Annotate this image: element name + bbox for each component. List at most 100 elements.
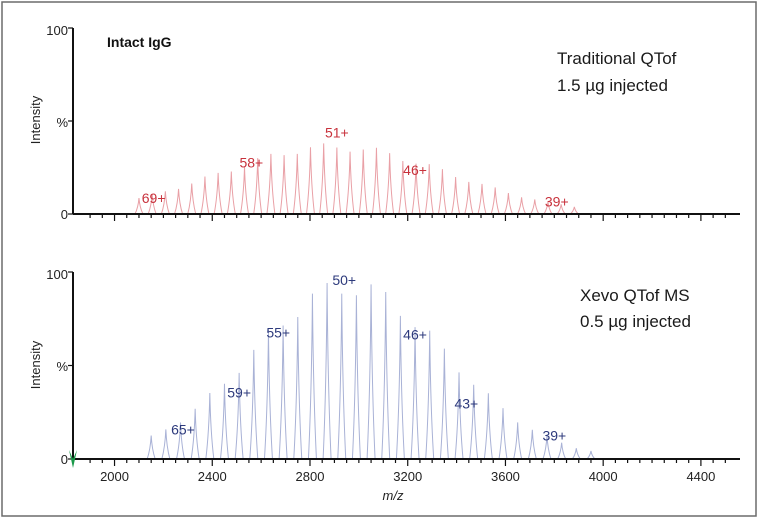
spectrum-peak — [571, 448, 581, 460]
top-ytick-percent: % — [56, 115, 68, 130]
spectrum-peak — [351, 295, 361, 460]
bottom-x-tick-labels: 2000 2400 2800 3200 3600 4000 4400 — [100, 469, 715, 484]
spectrum-peak — [483, 393, 493, 460]
spectrum-peak — [424, 164, 434, 215]
origin-marker — [69, 450, 77, 468]
spectrum-peak — [249, 349, 259, 460]
spectrum-peak — [385, 153, 395, 215]
spectrum-peak — [586, 450, 596, 460]
top-x-ticks — [68, 27, 726, 221]
spectrum-peak — [477, 183, 487, 215]
spectrum-peak — [292, 153, 302, 215]
spectrum-peak — [176, 422, 185, 460]
spectrum-peak — [200, 176, 210, 215]
spectrum-peak — [358, 149, 368, 215]
spectrum-peak — [410, 327, 420, 460]
spectrum-peak — [337, 293, 347, 460]
spectrum-peak — [498, 408, 508, 460]
spectrum-peak — [503, 193, 513, 215]
spectrum-peak — [174, 188, 184, 215]
x-tick-label: 4000 — [589, 469, 618, 484]
spectrum-peak — [451, 177, 461, 215]
spectrum-peak — [557, 442, 567, 460]
top-spectrum-peaks — [134, 143, 579, 215]
spectrum-peak — [213, 172, 223, 215]
spectrum-peak — [205, 392, 215, 460]
x-tick-label: 3600 — [491, 469, 520, 484]
spectrum-peak — [345, 151, 355, 215]
spectrum-peak — [490, 187, 500, 215]
charge-state-label: 39+ — [545, 194, 569, 210]
x-tick-label: 2800 — [296, 469, 325, 484]
charge-state-label: 46+ — [403, 326, 427, 342]
spectrum-peak — [266, 153, 276, 215]
top-charge-labels: 69+ 58+ 51+ 46+ 39+ — [142, 125, 569, 210]
bottom-spectrum-peaks — [146, 282, 596, 460]
spectrum-peak — [240, 166, 250, 215]
bottom-x-ticks — [68, 271, 726, 466]
x-tick-label: 3200 — [393, 469, 422, 484]
bottom-caption-instrument: Xevo QTof MS — [580, 286, 690, 305]
charge-state-label: 58+ — [239, 155, 263, 171]
x-axis-title: m/z — [383, 488, 404, 503]
bottom-caption-amount: 0.5 µg injected — [580, 312, 691, 331]
top-ytick-0: 0 — [61, 207, 68, 222]
charge-state-label: 65+ — [171, 422, 195, 438]
spectrum-peak — [307, 293, 317, 460]
spectrum-peak — [570, 206, 579, 215]
spectrum-peak — [160, 191, 170, 215]
charge-state-label: 50+ — [332, 272, 356, 288]
spectrum-peak — [234, 372, 244, 460]
bottom-spectrum-panel: 100 % 0 Intensity Xevo QTof MS 0.5 µg in… — [28, 267, 740, 503]
spectrum-peak — [469, 384, 479, 460]
top-y-axis-title: Intensity — [28, 95, 43, 144]
x-tick-label: 2400 — [198, 469, 227, 484]
charge-state-label: 46+ — [403, 162, 427, 178]
top-caption-amount: 1.5 µg injected — [557, 76, 668, 95]
spectrum-peak — [542, 435, 552, 460]
charge-state-label: 43+ — [454, 396, 478, 412]
spectrum-peak — [190, 408, 200, 460]
charge-state-label: 55+ — [266, 324, 290, 340]
spectrum-peak — [187, 183, 197, 215]
spectrum-peak — [319, 143, 329, 215]
x-tick-label: 4400 — [686, 469, 715, 484]
spectrum-peak — [226, 171, 236, 215]
bottom-ytick-percent: % — [56, 359, 68, 374]
spectrum-peak — [527, 429, 537, 460]
spectrum-peak — [332, 147, 342, 215]
spectrum-peak — [147, 193, 157, 215]
spectrum-peak — [411, 163, 421, 215]
spectrum-peak — [439, 348, 449, 460]
spectrum-peak — [219, 383, 229, 460]
top-panel-title: Intact IgG — [107, 34, 172, 50]
spectrum-peak — [381, 291, 391, 460]
spectrum-peak — [305, 147, 315, 215]
bottom-ytick-0: 0 — [61, 452, 68, 467]
x-tick-label: 2000 — [100, 469, 129, 484]
bottom-ytick-100: 100 — [46, 267, 68, 282]
spectrum-peak — [530, 199, 540, 215]
spectrum-peak — [556, 204, 566, 215]
spectrum-peak — [437, 169, 447, 215]
spectrum-peak — [278, 325, 288, 460]
charge-state-label: 51+ — [325, 125, 349, 141]
spectrum-peak — [425, 330, 435, 460]
spectrum-peak — [161, 429, 171, 460]
spectrum-peak — [517, 197, 527, 215]
top-spectrum-panel: 100 % 0 Intensity Intact IgG Traditional… — [28, 23, 740, 222]
spectrum-peak — [279, 155, 289, 215]
charge-state-label: 39+ — [542, 427, 566, 443]
spectrum-peak — [146, 435, 156, 460]
spectrum-peak — [513, 422, 523, 460]
spectrum-peak — [398, 160, 408, 215]
spectrum-peak — [371, 147, 381, 215]
spectrum-peak — [253, 158, 263, 215]
spectrum-peak — [134, 198, 144, 215]
spectrum-peak — [395, 315, 405, 460]
bottom-y-axis-title: Intensity — [28, 340, 43, 389]
spectrum-peak — [263, 329, 273, 460]
spectrum-peak — [322, 282, 332, 460]
